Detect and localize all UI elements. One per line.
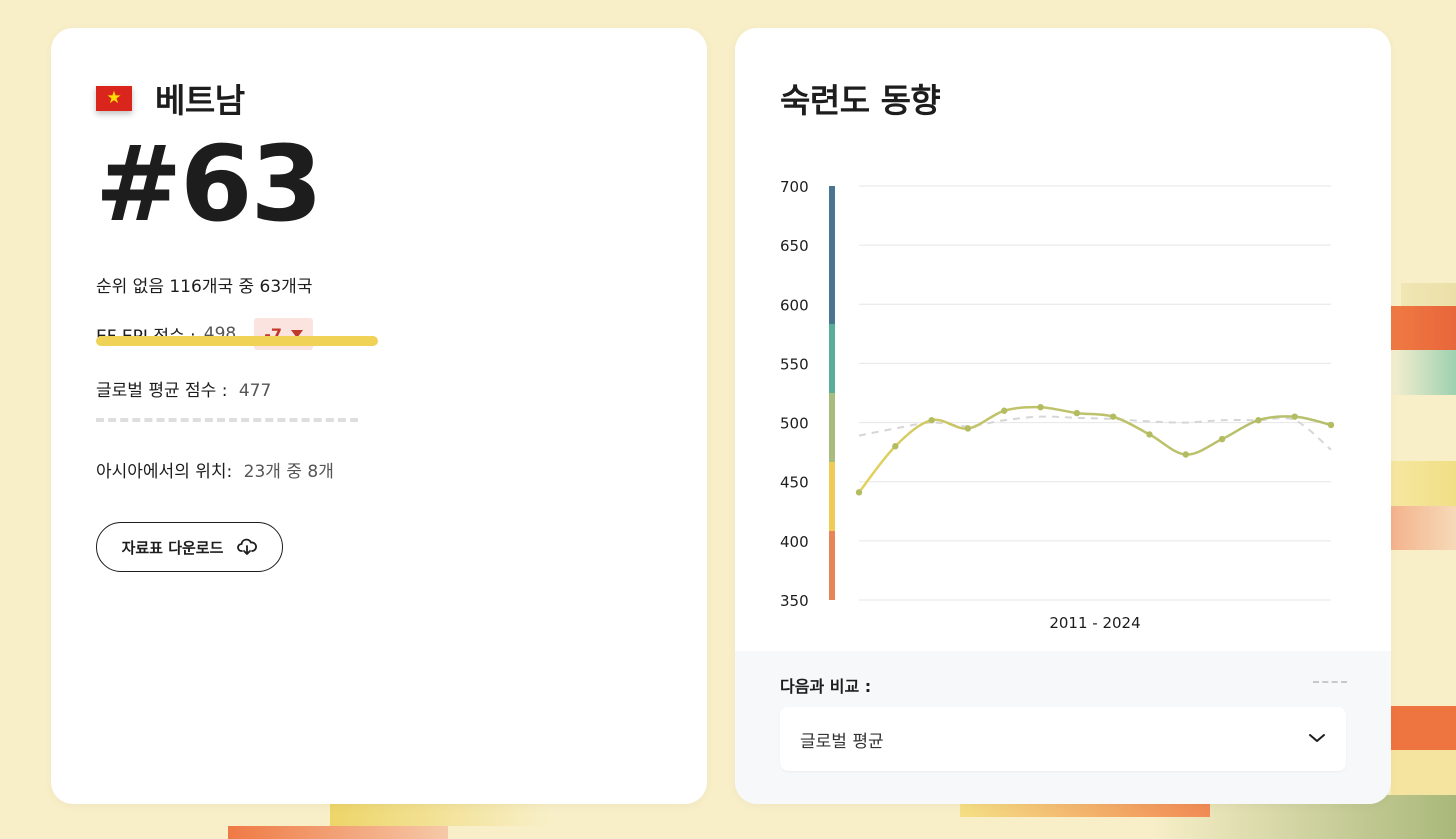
cloud-download-icon [237,538,258,556]
epi-score-bar [96,336,378,346]
bg-stripe [330,800,550,826]
y-tick-label: 700 [780,178,809,196]
data-point [1255,417,1262,424]
asia-position-row: 아시아에서의 위치: 23개 중 8개 [96,457,334,482]
asia-position-value: 23개 중 8개 [243,462,334,482]
proficiency-band-segment [829,531,835,600]
compare-select[interactable]: 글로벌 평균 [780,707,1346,771]
y-tick-label: 450 [780,474,809,492]
bg-stripe [1391,306,1456,350]
x-axis-label: 2011 - 2024 [1049,614,1140,632]
global-average-label: 글로벌 평균 점수 : [96,381,228,401]
proficiency-band-segment [829,324,835,393]
asia-position-label: 아시아에서의 위치: [96,462,233,482]
data-point [964,425,972,432]
chevron-down-icon [1308,729,1326,749]
vietnam-flag-icon: ★ [96,85,132,111]
compare-legend-dash [1313,681,1347,683]
country-name: 베트남 [155,81,245,120]
bg-stripe [1391,506,1456,550]
data-point [1037,403,1044,411]
data-point [1073,409,1081,417]
bg-stripe [1391,750,1456,800]
bg-stripe [1391,706,1456,750]
country-card: ★ 베트남 #63 순위 없음 116개국 중 63개국 EF EPI 점수 :… [51,28,707,804]
rank-subtitle: 순위 없음 116개국 중 63개국 [96,277,313,297]
proficiency-band-segment [829,393,835,462]
down-triangle-icon [290,330,303,338]
compare-panel: 다음과 비교 : 글로벌 평균 [735,651,1391,804]
data-point [1182,451,1189,458]
country-header: ★ 베트남 [96,74,245,122]
bg-stripe [228,826,448,839]
data-point [1001,407,1008,414]
global-average-dashed-line [96,418,358,422]
data-point [1327,421,1335,429]
trend-card: 숙련도 동향 700 650 600 550 500 450 400 350 2011 - 20… [735,28,1391,804]
compare-label: 다음과 비교 : [780,677,872,696]
trend-title: 숙련도 동향 [780,81,941,120]
download-button-label: 자료표 다운로드 [121,538,224,557]
proficiency-band-segment [829,186,835,324]
bg-stripe [1391,350,1456,395]
y-tick-label: 500 [780,415,809,433]
data-point [1109,413,1117,420]
compare-select-value: 글로벌 평균 [800,731,884,752]
data-point [892,443,899,450]
comparison-series-line [858,415,1332,451]
proficiency-band-segment [829,462,835,531]
y-tick-label: 600 [780,296,809,314]
bg-stripe [1391,461,1456,506]
global-average-row: 글로벌 평균 점수 : 477 [96,376,271,401]
rank-number: #63 [95,123,323,245]
data-point [855,489,863,496]
data-point [1291,413,1298,420]
data-point [928,417,935,424]
download-factsheet-button[interactable]: 자료표 다운로드 [96,522,283,572]
y-tick-label: 350 [780,592,809,610]
data-point [1146,431,1153,438]
data-point [1218,435,1226,443]
global-average-value: 477 [238,381,272,401]
y-tick-label: 650 [780,237,809,255]
trend-chart: 700 650 600 550 500 450 400 350 2011 - 2024 [780,178,1335,632]
y-tick-label: 550 [780,355,809,373]
y-tick-label: 400 [780,533,809,551]
